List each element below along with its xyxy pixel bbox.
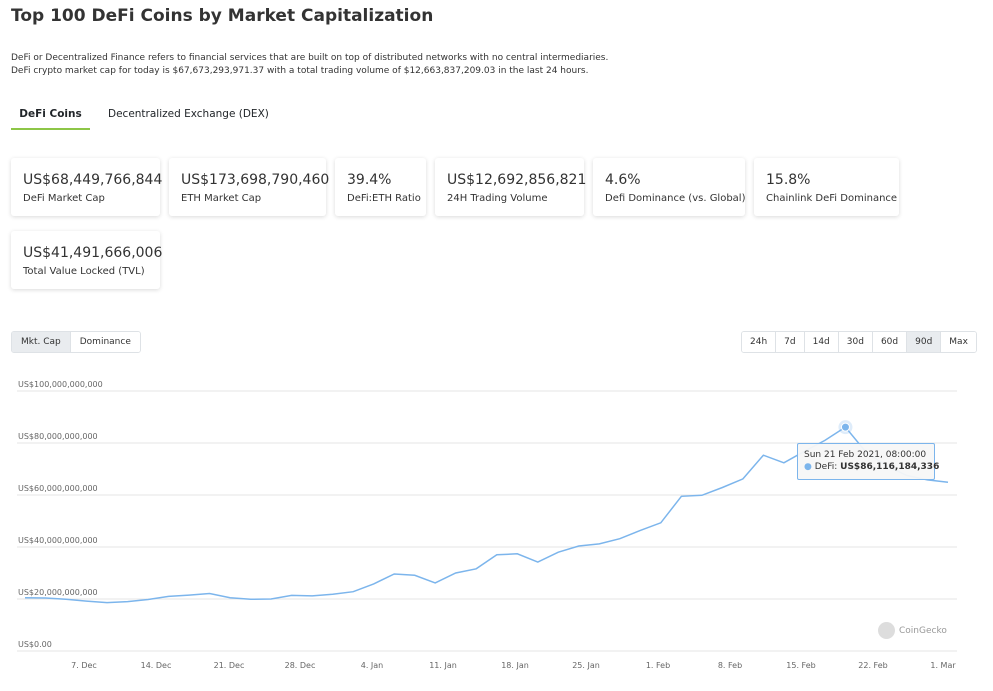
x-axis-tick-label: 11. Jan [429,661,457,670]
stat-label: Total Value Locked (TVL) [23,266,145,277]
range-max-button[interactable]: Max [940,332,976,352]
tooltip-series-name: DeFi: [814,462,838,472]
x-axis-tick-label: 1. Mar [930,661,956,670]
stat-value: US$41,491,666,006 [23,245,163,261]
stat-label: DeFi Market Cap [23,193,105,204]
range-24h-button[interactable]: 24h [742,332,776,352]
stat-value: US$173,698,790,460 [181,172,330,188]
hover-point [840,422,850,432]
stat-card-defi-dominance: 4.6% Defi Dominance (vs. Global) [593,158,746,216]
stat-value: US$68,449,766,844 [23,172,163,188]
page-title: Top 100 DeFi Coins by Market Capitalizat… [11,6,434,26]
stat-value: 15.8% [766,172,811,188]
y-axis-tick-label: US$60,000,000,000 [18,484,98,493]
x-axis-tick-label: 22. Feb [858,661,887,670]
stat-label: DeFi:ETH Ratio [347,193,421,204]
stat-card-tvl: US$41,491,666,006 Total Value Locked (TV… [11,231,163,289]
stat-value: US$12,692,856,821 [447,172,587,188]
page-description-line1: DeFi or Decentralized Finance refers to … [11,53,609,63]
stat-label: 24H Trading Volume [447,193,548,204]
page-description-line2: DeFi crypto market cap for today is $67,… [11,66,589,76]
x-axis-tick-label: 25. Jan [572,661,600,670]
chart-credit[interactable]: CoinGecko [878,622,947,639]
market-cap-button[interactable]: Mkt. Cap [12,332,70,352]
y-axis-tick-label: US$40,000,000,000 [18,536,98,545]
tab-decentralized-exchange[interactable]: Decentralized Exchange (DEX) [108,108,269,120]
dominance-button[interactable]: Dominance [69,332,140,352]
chart-type-toggle: Mkt. Cap Dominance [11,331,141,353]
x-axis-tick-label: 8. Feb [718,661,742,670]
x-axis-tick-label: 18. Jan [501,661,529,670]
y-axis-tick-label: US$80,000,000,000 [18,432,98,441]
tooltip-value-row: ● DeFi: US$86,116,184,336 [804,462,939,472]
stat-label: Defi Dominance (vs. Global) [605,193,746,204]
x-axis-tick-label: 15. Feb [786,661,815,670]
y-axis-tick-label: US$20,000,000,000 [18,588,98,597]
x-axis-tick-label: 14. Dec [141,661,172,670]
stat-card-eth-market-cap: US$173,698,790,460 ETH Market Cap [169,158,330,216]
x-axis-tick-label: 21. Dec [214,661,245,670]
x-axis-tick-label: 4. Jan [361,661,384,670]
stat-value: 39.4% [347,172,392,188]
tab-defi-coins[interactable]: DeFi Coins [11,100,90,130]
range-14d-button[interactable]: 14d [803,332,838,352]
coingecko-logo-icon [878,622,895,639]
market-cap-chart[interactable]: US$0.00 US$20,000,000,000 US$40,000,000,00… [0,375,993,691]
x-axis-tick-label: 28. Dec [285,661,316,670]
time-range-selector: 24h 7d 14d 30d 60d 90d Max [741,331,977,353]
range-7d-button[interactable]: 7d [775,332,804,352]
stat-value: 4.6% [605,172,641,188]
range-30d-button[interactable]: 30d [837,332,872,352]
tooltip-value: US$86,116,184,336 [840,462,940,472]
stat-label: Chainlink DeFi Dominance [766,193,898,204]
tooltip-date: Sun 21 Feb 2021, 08:00:00 [804,450,927,460]
y-axis-tick-label: US$0.00 [18,640,52,649]
series-dot-icon: ● [804,462,812,472]
stat-card-chainlink-dominance: 15.8% Chainlink DeFi Dominance [754,158,899,216]
x-axis-tick-label: 7. Dec [71,661,97,670]
credit-label: CoinGecko [899,625,947,636]
stat-label: ETH Market Cap [181,193,262,204]
stat-card-defi-eth-ratio: 39.4% DeFi:ETH Ratio [335,158,426,216]
x-axis-tick-label: 1. Feb [646,661,670,670]
stat-card-trading-volume: US$12,692,856,821 24H Trading Volume [435,158,587,216]
y-axis-tick-label: US$100,000,000,000 [18,380,103,389]
chart-tooltip: Sun 21 Feb 2021, 08:00:00 ● DeFi: US$86,… [797,443,939,480]
range-60d-button[interactable]: 60d [871,332,907,352]
stat-card-defi-market-cap: US$68,449,766,844 DeFi Market Cap [11,158,163,216]
range-90d-button[interactable]: 90d [906,332,941,352]
series-line-defi [24,426,949,604]
